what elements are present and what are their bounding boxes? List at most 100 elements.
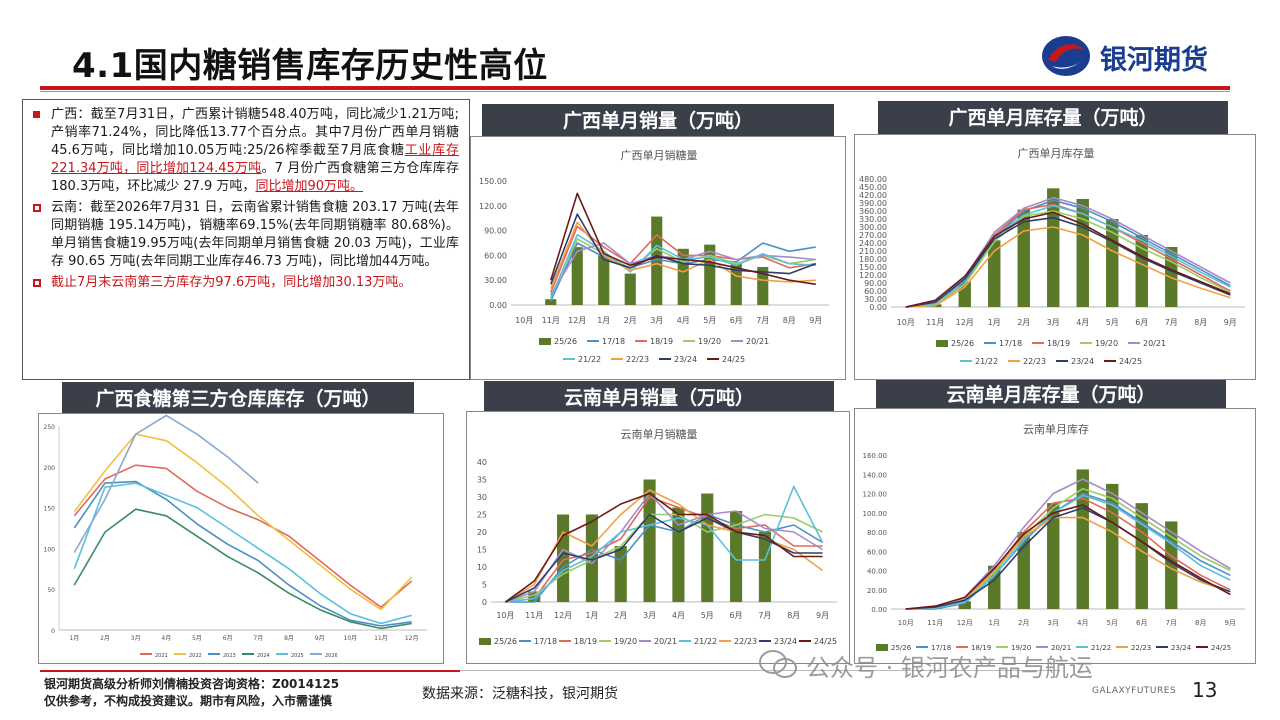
y-tick-label: 20 (477, 528, 487, 537)
legend-label: 22/23 (734, 637, 757, 646)
series-line (905, 494, 1231, 610)
x-tick-label: 10月 (897, 318, 915, 327)
yunnan-third-party-summary: 截止7月末云南第三方库存为97.6万吨，同比增加30.13万吨。 (31, 274, 459, 292)
y-tick-label: 330.00 (859, 215, 887, 224)
legend-swatch (936, 340, 948, 347)
legend-label: 18/19 (574, 637, 597, 646)
series-line (550, 238, 816, 298)
legend-label: 22/23 (626, 355, 649, 364)
x-tick-label: 4月 (672, 611, 685, 620)
legend-label: 24/25 (814, 637, 837, 646)
series-line (905, 216, 1231, 308)
x-tick-label: 6月 (223, 635, 233, 642)
legend-label: 23/24 (1071, 357, 1094, 366)
chart-gx-sales-svg: 广西单月销糖量 0.00 30.00 60.00 90.00 120.00 150.00 10… (479, 148, 829, 364)
bullet-hollow-icon (33, 204, 41, 212)
x-tick-label: 11月 (525, 611, 543, 620)
series-line (905, 507, 1231, 610)
x-tick-label: 3月 (643, 611, 656, 620)
series-line (73, 508, 412, 630)
bar (624, 273, 636, 305)
bar (643, 479, 656, 602)
x-tick-label: 4月 (161, 635, 171, 642)
series-line (73, 464, 413, 608)
x-tick-label: 5月 (1107, 619, 1118, 627)
series-line (73, 414, 259, 553)
y-tick-label: 60.00 (867, 548, 887, 556)
chart-yn-stock-svg: 云南单月库存 0.00 20.00 40.00 60.00 80.00 100.00 120.… (863, 422, 1245, 652)
x-tick-label: 6月 (730, 316, 743, 325)
legend-label: 23/24 (1171, 644, 1192, 652)
y-tick-label: 100.00 (863, 510, 888, 518)
x-tick-label: 5月 (703, 316, 716, 325)
x-tick-label: 2月 (100, 635, 110, 642)
chart-gx-stock: 广西单月库存量 0.00 30.00 60.00 90.00 120.00 150.00 18… (854, 134, 1256, 380)
legend-label: 21/22 (694, 637, 717, 646)
y-tick-label: 25 (477, 511, 487, 520)
legend-label: 17/18 (602, 337, 625, 346)
x-tick-label: 11月 (542, 316, 560, 325)
y-tick-label: 30.00 (484, 276, 507, 285)
wechat-icon (759, 650, 797, 678)
y-tick-label: 210.00 (859, 247, 887, 256)
x-tick-label: 1月 (989, 619, 1000, 627)
y-tick-label: 420.00 (859, 191, 887, 200)
legend-label: 2026 (325, 653, 338, 659)
x-tick-label: 12月 (957, 619, 973, 627)
x-tick-label: 10月 (496, 611, 514, 620)
legend-label: 25/26 (891, 644, 912, 652)
bar (545, 299, 557, 305)
x-tick-label: 5月 (701, 611, 714, 620)
legend-label: 19/20 (614, 637, 637, 646)
y-tick-label: 80.00 (867, 529, 887, 537)
y-tick-label: 0.00 (869, 303, 887, 312)
y-tick-label: 120.00 (479, 202, 507, 211)
x-tick-label: 9月 (809, 316, 822, 325)
bullet-square-icon (33, 111, 40, 118)
legend-label: 22/23 (1023, 357, 1046, 366)
series-line (505, 513, 824, 603)
x-tick-label: 4月 (1077, 619, 1088, 627)
galaxy-logo-icon (1042, 36, 1090, 76)
legend-label: 21/22 (1091, 644, 1111, 652)
x-tick-label: 2月 (1017, 318, 1030, 327)
bar (757, 266, 769, 305)
x-tick-label: 11月 (927, 619, 943, 627)
y-tick-label: 60.00 (864, 287, 887, 296)
x-tick-label: 6月 (730, 611, 743, 620)
chart-yn-sales-svg: 云南单月销糖量 0 5 10 15 20 25 30 35 40 10月 11月 12月 1月 2月 3月 4月… (477, 427, 837, 646)
x-tick-label: 9月 (1224, 318, 1237, 327)
legend-label: 2022 (189, 653, 202, 659)
series-line (73, 480, 412, 627)
x-tick-label: 9月 (816, 611, 829, 620)
series-line (504, 492, 823, 603)
y-tick-label: 60.00 (484, 251, 507, 260)
series-line (73, 433, 413, 611)
bar (598, 255, 610, 305)
series-line (905, 487, 1231, 610)
x-tick-label: 11月 (926, 318, 944, 327)
bar (988, 240, 1001, 307)
y-tick-label: 450.00 (859, 183, 887, 192)
bar (571, 247, 583, 305)
y-tick-label: 250 (44, 424, 56, 431)
series-line (550, 192, 816, 286)
logo-text: 银河期货 (1100, 45, 1208, 76)
x-tick-label: 1月 (988, 318, 1001, 327)
galaxy-futures-text: GALAXYFUTURES (1092, 686, 1177, 696)
legend-swatch (876, 644, 888, 651)
chart-title: 云南单月销糖量 (621, 427, 698, 441)
bar (958, 601, 971, 609)
legend-label: 23/24 (674, 355, 697, 364)
guangxi-summary: 广西：截至7月31日，广西累计销糖548.40万吨，同比减少1.21万吨;产销率… (31, 106, 459, 196)
summary-textbox: 广西：截至7月31日，广西累计销糖548.40万吨，同比减少1.21万吨;产销率… (22, 99, 470, 380)
bar (704, 244, 716, 305)
bullet-hollow-icon (33, 279, 41, 287)
x-tick-label: 3月 (1047, 318, 1060, 327)
series-line (505, 513, 823, 603)
series-line (905, 492, 1231, 610)
x-tick-label: 4月 (1076, 318, 1089, 327)
y-tick-label: 90.00 (864, 279, 887, 288)
bar (672, 507, 685, 602)
y-tick-label: 0 (482, 598, 487, 607)
